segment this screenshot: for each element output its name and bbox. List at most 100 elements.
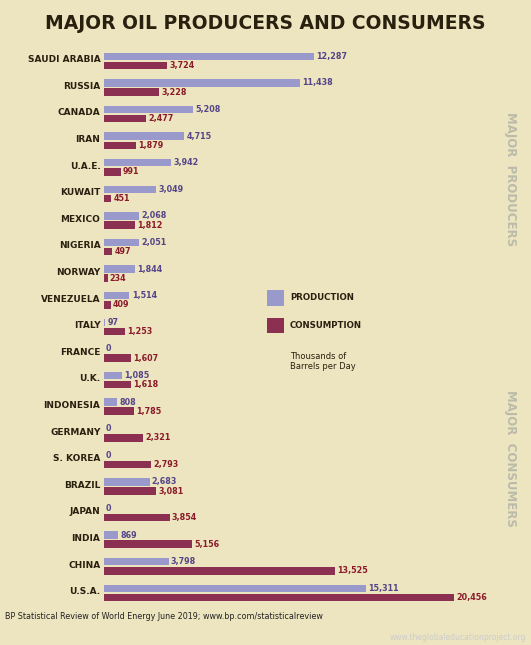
Text: VENEZUELA: VENEZUELA xyxy=(41,295,100,304)
Text: 0: 0 xyxy=(106,504,112,513)
Text: 1,253: 1,253 xyxy=(127,327,152,336)
Bar xyxy=(104,275,108,282)
Bar xyxy=(104,487,156,495)
Bar xyxy=(104,531,118,539)
Text: 5,156: 5,156 xyxy=(194,540,219,549)
Text: 15,311: 15,311 xyxy=(368,584,399,593)
Text: 1,085: 1,085 xyxy=(124,371,150,380)
Bar xyxy=(104,221,134,229)
Text: NIGERIA: NIGERIA xyxy=(59,241,100,250)
Text: JAPAN: JAPAN xyxy=(70,508,100,517)
Bar xyxy=(104,567,335,575)
Text: 2,321: 2,321 xyxy=(145,433,171,442)
Bar xyxy=(104,372,122,379)
Text: 3,081: 3,081 xyxy=(159,486,184,495)
Bar xyxy=(267,318,285,333)
Text: 0: 0 xyxy=(106,424,112,433)
Bar xyxy=(104,328,125,335)
Text: KUWAIT: KUWAIT xyxy=(60,188,100,197)
Text: PRODUCTION: PRODUCTION xyxy=(290,293,354,303)
Text: 808: 808 xyxy=(119,397,136,406)
Bar xyxy=(104,239,139,246)
Text: MAJOR  CONSUMERS: MAJOR CONSUMERS xyxy=(504,390,517,527)
Bar xyxy=(104,584,366,592)
Bar xyxy=(104,88,159,95)
Text: 0: 0 xyxy=(106,344,112,353)
Text: 12,287: 12,287 xyxy=(316,52,347,61)
Text: www.theglobaleducationproject.org: www.theglobaleducationproject.org xyxy=(389,633,526,642)
Text: 3,724: 3,724 xyxy=(169,61,195,70)
Bar xyxy=(104,212,139,219)
Bar xyxy=(104,461,151,468)
Text: 3,049: 3,049 xyxy=(158,184,183,194)
Text: 0: 0 xyxy=(106,451,112,460)
Text: 497: 497 xyxy=(114,247,131,256)
Text: 2,051: 2,051 xyxy=(141,238,166,247)
Text: 4,715: 4,715 xyxy=(186,132,212,141)
Bar xyxy=(104,354,131,362)
Text: 20,456: 20,456 xyxy=(456,593,487,602)
Bar xyxy=(104,106,193,114)
Text: FRANCE: FRANCE xyxy=(60,348,100,357)
Text: 1,785: 1,785 xyxy=(136,407,161,416)
Bar xyxy=(104,159,171,166)
Text: BP Statistical Review of World Energy June 2019; www.bp.com/statisticalreview: BP Statistical Review of World Energy Ju… xyxy=(5,612,323,621)
Bar xyxy=(104,514,169,521)
Text: Thousands of
Barrels per Day: Thousands of Barrels per Day xyxy=(290,352,356,372)
Text: 869: 869 xyxy=(121,531,138,540)
Bar xyxy=(104,408,134,415)
Bar xyxy=(267,290,285,306)
Bar xyxy=(104,186,156,193)
Text: 5,208: 5,208 xyxy=(195,105,220,114)
Text: INDIA: INDIA xyxy=(72,534,100,543)
Text: 1,879: 1,879 xyxy=(138,141,163,150)
Text: 1,607: 1,607 xyxy=(133,353,158,362)
Text: MAJOR OIL PRODUCERS AND CONSUMERS: MAJOR OIL PRODUCERS AND CONSUMERS xyxy=(45,14,486,33)
Bar xyxy=(104,541,192,548)
Bar xyxy=(104,141,136,149)
Text: CONSUMPTION: CONSUMPTION xyxy=(290,321,362,330)
Bar xyxy=(104,558,169,566)
Bar xyxy=(104,265,135,273)
Bar xyxy=(104,248,112,255)
Bar xyxy=(104,478,150,486)
Text: 1,844: 1,844 xyxy=(138,264,162,273)
Text: 451: 451 xyxy=(114,194,130,203)
Bar xyxy=(104,79,299,86)
Text: 11,438: 11,438 xyxy=(302,79,332,87)
Bar xyxy=(104,62,167,69)
Bar xyxy=(104,593,454,601)
Text: 234: 234 xyxy=(110,273,126,283)
Bar xyxy=(104,132,184,140)
Bar xyxy=(104,195,112,202)
Bar xyxy=(104,319,105,326)
Text: U.S.A.: U.S.A. xyxy=(70,587,100,596)
Text: 3,942: 3,942 xyxy=(173,158,199,167)
Text: 13,525: 13,525 xyxy=(338,566,369,575)
Bar xyxy=(104,115,146,123)
Text: MAJOR  PRODUCERS: MAJOR PRODUCERS xyxy=(504,112,517,246)
Text: MEXICO: MEXICO xyxy=(61,215,100,224)
Text: IRAN: IRAN xyxy=(75,135,100,144)
Text: 97: 97 xyxy=(107,318,118,327)
Text: NORWAY: NORWAY xyxy=(56,268,100,277)
Text: CANADA: CANADA xyxy=(58,108,100,117)
Bar xyxy=(104,381,131,388)
Text: U.K.: U.K. xyxy=(79,374,100,383)
Text: 3,228: 3,228 xyxy=(161,88,186,97)
Bar xyxy=(104,168,121,175)
Text: 1,812: 1,812 xyxy=(137,221,162,230)
Text: CHINA: CHINA xyxy=(68,561,100,570)
Bar xyxy=(104,434,143,442)
Text: SAUDI ARABIA: SAUDI ARABIA xyxy=(28,55,100,64)
Text: S. KOREA: S. KOREA xyxy=(53,454,100,463)
Text: 2,683: 2,683 xyxy=(152,477,177,486)
Text: INDONESIA: INDONESIA xyxy=(44,401,100,410)
Text: U.A.E.: U.A.E. xyxy=(70,162,100,171)
Text: 991: 991 xyxy=(123,167,139,176)
Text: 2,793: 2,793 xyxy=(153,460,179,469)
Text: 3,798: 3,798 xyxy=(171,557,196,566)
Text: 2,068: 2,068 xyxy=(141,212,167,221)
Text: BRAZIL: BRAZIL xyxy=(64,481,100,490)
Text: 1,514: 1,514 xyxy=(132,291,157,300)
